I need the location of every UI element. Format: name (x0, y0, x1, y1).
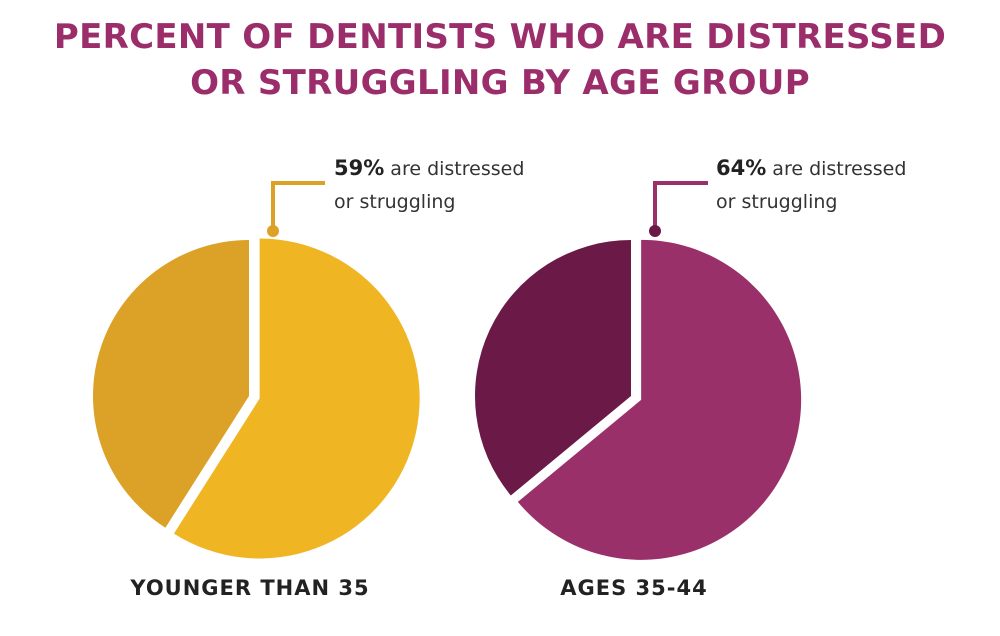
callout-younger-than-35: 59% are distressed or struggling (334, 152, 524, 219)
callout-ages-35-44: 64% are distressed or struggling (716, 152, 906, 219)
pie-slice-other (93, 240, 249, 528)
callout-leader-line (653, 181, 708, 231)
callout-pct: 64% (716, 156, 767, 180)
pie-label-younger-than-35: YOUNGER THAN 35 (130, 576, 370, 600)
pie-younger-than-35 (93, 181, 420, 559)
pie-label-ages-35-44: AGES 35-44 (560, 576, 708, 600)
callout-leader-dot (267, 225, 279, 237)
callout-leader-line (271, 181, 325, 231)
callout-text-line1: are distressed (384, 158, 525, 180)
chart-title: PERCENT OF DENTISTS WHO ARE DISTRESSED O… (0, 14, 1000, 106)
callout-leader-dot (649, 225, 661, 237)
pie-slice-other (474, 240, 631, 496)
callout-text-line2: or struggling (716, 191, 838, 213)
pie-slice-distressed (173, 238, 420, 559)
callout-text-line2: or struggling (334, 191, 456, 213)
callout-text-line1: are distressed (766, 158, 907, 180)
callout-pct: 59% (334, 156, 385, 180)
chart-title-line1: PERCENT OF DENTISTS WHO ARE DISTRESSED (53, 17, 947, 57)
pie-slice-distressed (517, 239, 802, 560)
chart-title-line2: OR STRUGGLING BY AGE GROUP (190, 63, 810, 103)
pie-ages-35-44 (474, 181, 802, 560)
